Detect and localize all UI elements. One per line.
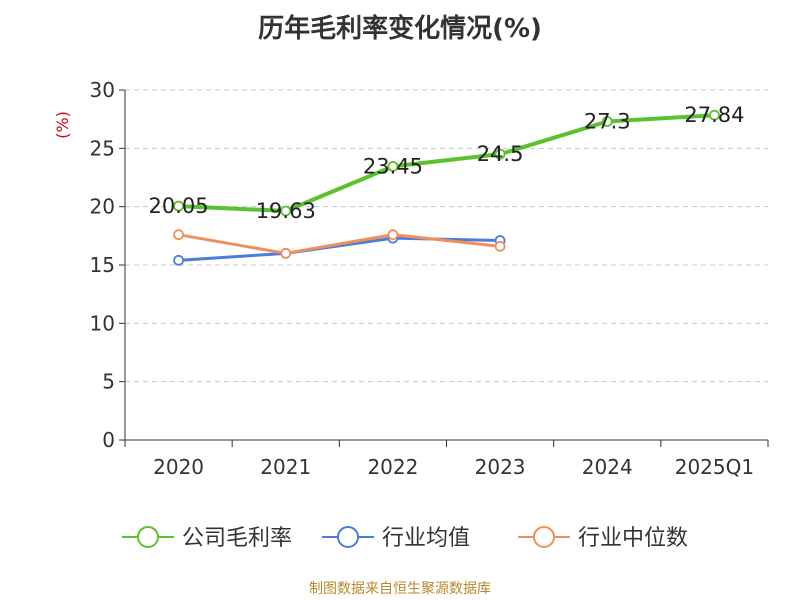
legend-label: 行业均值	[382, 526, 470, 551]
chart-title: 历年毛利率变化情况(%)	[258, 14, 542, 44]
legend-marker	[337, 526, 359, 548]
data-label: 24.5	[477, 142, 524, 166]
x-tick-label: 2023	[475, 455, 526, 479]
data-label: 23.45	[363, 154, 423, 178]
x-tick-label: 2025Q1	[675, 455, 754, 479]
data-label: 27.3	[584, 110, 631, 134]
data-labels: 20.05 19.63 23.45 24.5 27.3 27.84	[149, 103, 745, 223]
data-point	[709, 109, 720, 121]
x-tick-label: 2021	[260, 455, 311, 479]
y-tick-label: 30	[90, 78, 115, 102]
y-tick-label: 15	[90, 253, 115, 277]
y-tick-label: 5	[102, 370, 115, 394]
y-tick-label: 25	[90, 136, 115, 160]
data-point	[280, 205, 292, 217]
data-point	[173, 200, 184, 212]
data-point	[173, 229, 184, 241]
data-label: 27.84	[684, 103, 744, 127]
source-footer: 制图数据来自恒生聚源数据库	[309, 581, 491, 597]
data-point	[387, 161, 399, 172]
legend-marker	[137, 526, 159, 548]
data-label: 19.63	[256, 199, 316, 223]
data-label: 20.05	[149, 194, 209, 218]
y-tick-label: 10	[90, 311, 115, 335]
data-point	[173, 254, 184, 266]
data-point	[601, 116, 613, 127]
grid-lines	[125, 89, 768, 383]
data-point	[494, 240, 506, 252]
data-point	[494, 148, 506, 160]
x-tick-label: 2020	[153, 455, 204, 479]
legend-marker	[533, 526, 555, 548]
axes: 0 5 10 15 20 25 30 (%) 2020 2021 2022 2023 2024 2025Q…	[53, 78, 769, 479]
y-tick-label: 20	[90, 195, 115, 219]
series-line-2	[177, 233, 502, 255]
series-lines	[173, 109, 720, 266]
x-tick-label: 2024	[582, 455, 633, 479]
legend-label: 行业中位数	[578, 526, 688, 551]
y-unit-label: (%)	[53, 111, 72, 139]
legend-label: 公司毛利率	[182, 526, 292, 551]
data-point	[280, 247, 292, 259]
legend: 公司毛利率 行业均值 行业中位数	[122, 526, 688, 551]
data-point	[387, 229, 399, 241]
x-tick-label: 2022	[367, 455, 418, 479]
y-tick-label: 0	[102, 428, 115, 452]
series-line-0	[176, 113, 717, 213]
